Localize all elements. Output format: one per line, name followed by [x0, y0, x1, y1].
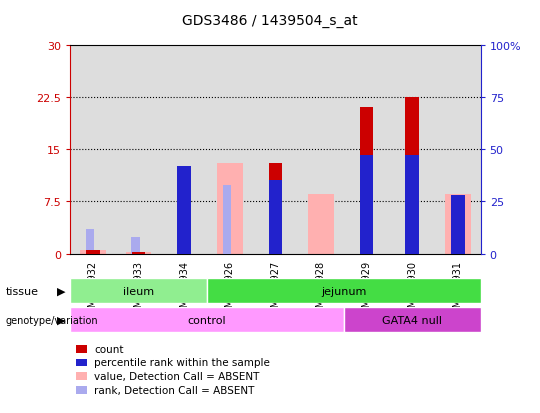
Text: GDS3486 / 1439504_s_at: GDS3486 / 1439504_s_at — [182, 14, 358, 28]
Bar — [360, 156, 374, 254]
Bar — [126, 252, 151, 254]
Text: genotype/variation: genotype/variation — [5, 315, 98, 325]
Text: percentile rank within the sample: percentile rank within the sample — [94, 358, 271, 368]
Text: count: count — [94, 344, 124, 354]
Bar — [445, 195, 470, 254]
Bar — [70, 279, 207, 304]
Text: ▶: ▶ — [57, 315, 65, 325]
Bar — [268, 164, 282, 254]
Bar — [268, 181, 282, 254]
Text: jejunum: jejunum — [321, 286, 367, 296]
Text: rank, Detection Call = ABSENT: rank, Detection Call = ABSENT — [94, 385, 255, 395]
Bar — [406, 156, 419, 254]
Text: tissue: tissue — [5, 286, 38, 296]
Bar — [344, 308, 481, 332]
Text: GATA4 null: GATA4 null — [382, 315, 442, 325]
Bar — [70, 308, 344, 332]
Bar — [131, 237, 139, 254]
Bar — [80, 251, 106, 254]
Text: control: control — [188, 315, 226, 325]
Bar — [86, 251, 100, 254]
Text: ▶: ▶ — [57, 286, 65, 296]
Bar — [406, 97, 419, 254]
Bar — [222, 185, 231, 254]
Text: value, Detection Call = ABSENT: value, Detection Call = ABSENT — [94, 371, 260, 381]
Bar — [177, 166, 191, 254]
Text: ileum: ileum — [123, 286, 154, 296]
Bar — [308, 195, 334, 254]
Bar — [360, 108, 374, 254]
Bar — [177, 174, 191, 254]
Bar — [217, 164, 242, 254]
Bar — [207, 279, 481, 304]
Bar — [451, 196, 464, 254]
Bar — [86, 229, 94, 254]
Bar — [132, 252, 145, 254]
